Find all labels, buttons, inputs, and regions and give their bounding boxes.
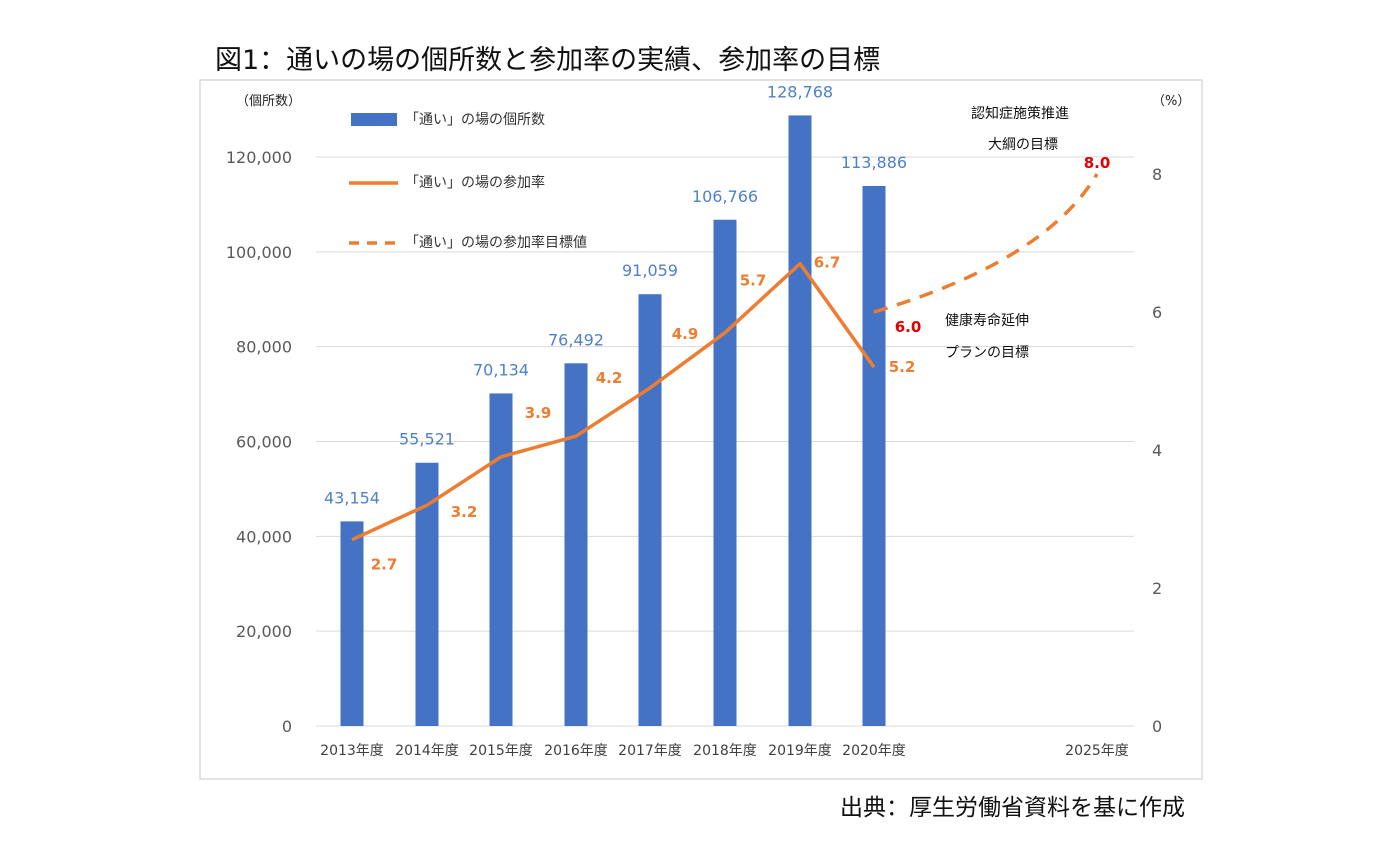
annotation-2020-line2: プランの目標 — [945, 345, 1029, 361]
target-series: 6.0 8.0 — [873, 154, 1111, 336]
bar — [564, 363, 588, 726]
legend-dashed-label: 「通い」の場の参加率目標値 — [405, 234, 587, 251]
participation-rate-line — [351, 261, 876, 542]
rate-value-label: 3.9 — [525, 404, 552, 422]
right-tick-label: 6 — [1152, 303, 1162, 322]
rate-value-label: 5.2 — [889, 358, 916, 376]
rate-value-label: 4.2 — [596, 369, 623, 387]
left-axis-unit: （個所数） — [236, 94, 301, 109]
annotation-2025-line1: 認知症施策推進 — [971, 105, 1069, 122]
bar — [489, 393, 513, 726]
bar-value-label: 55,521 — [399, 430, 455, 449]
category-label: 2014年度 — [395, 743, 459, 759]
left-tick-label: 120,000 — [226, 148, 292, 167]
category-label: 2013年度 — [320, 743, 384, 759]
category-label: 2020年度 — [842, 743, 906, 759]
left-tick-label: 60,000 — [236, 433, 292, 452]
bar — [415, 462, 439, 726]
bar — [340, 521, 364, 726]
bar — [862, 185, 886, 727]
bar-value-label: 43,154 — [324, 488, 380, 507]
line-series: 2.7 3.2 3.9 4.2 4.9 5.7 6.7 5.2 — [351, 254, 916, 574]
legend-line-label: 「通い」の場の参加率 — [405, 174, 545, 191]
chart-frame — [199, 79, 1203, 780]
bar — [713, 219, 737, 726]
category-label: 2019年度 — [768, 743, 832, 759]
bar-value-label: 70,134 — [473, 360, 529, 379]
category-label: 2017年度 — [618, 743, 682, 759]
rate-value-label: 5.7 — [740, 272, 767, 290]
right-axis-ticks: 0 2 4 6 8 — [1152, 165, 1162, 736]
bar-value-label: 76,492 — [548, 330, 604, 349]
legend-bar-label: 「通い」の場の個所数 — [405, 112, 545, 128]
bar-value-label: 128,768 — [767, 82, 833, 101]
category-label: 2015年度 — [469, 743, 533, 759]
right-tick-label: 8 — [1152, 165, 1162, 184]
left-tick-label: 0 — [282, 717, 292, 736]
right-tick-label: 0 — [1152, 717, 1162, 736]
rate-value-label: 2.7 — [371, 556, 398, 574]
target-value-label: 6.0 — [895, 318, 922, 336]
legend-bar-swatch — [351, 113, 397, 126]
bar-value-label: 113,886 — [841, 153, 907, 172]
bar-value-label: 106,766 — [692, 187, 758, 206]
right-axis-unit: （%） — [1152, 94, 1190, 109]
annotation-2020-line1: 健康寿命延伸 — [945, 312, 1029, 329]
annotation-2025-line2: 大綱の目標 — [988, 137, 1058, 153]
bar-value-label: 91,059 — [622, 261, 678, 280]
left-tick-label: 20,000 — [236, 622, 292, 641]
left-tick-label: 80,000 — [236, 338, 292, 357]
rate-value-label: 4.9 — [672, 325, 699, 343]
left-tick-label: 40,000 — [236, 527, 292, 546]
left-axis-ticks: 0 20,000 40,000 60,000 80,000 100,000 120,000 — [226, 148, 292, 736]
rate-value-label: 3.2 — [451, 503, 478, 521]
target-value-label: 8.0 — [1084, 154, 1111, 172]
right-tick-label: 4 — [1152, 441, 1162, 460]
chart-title: 図1：通いの場の個所数と参加率の実績、参加率の目標 — [215, 45, 881, 76]
rate-value-label: 6.7 — [814, 254, 841, 272]
bar — [638, 294, 662, 726]
legend: 「通い」の場の個所数 「通い」の場の参加率 「通い」の場の参加率目標値 — [349, 112, 587, 251]
category-label: 2018年度 — [693, 743, 757, 759]
bar — [788, 115, 812, 727]
target-rate-line — [873, 173, 1099, 314]
category-label: 2016年度 — [544, 743, 608, 759]
category-axis: 2013年度 2014年度 2015年度 2016年度 2017年度 2018年度 2019… — [320, 743, 1129, 759]
left-tick-label: 100,000 — [226, 243, 292, 262]
source-note: 出典：厚生労働省資料を基に作成 — [840, 795, 1185, 821]
category-label: 2025年度 — [1065, 743, 1129, 759]
right-tick-label: 2 — [1152, 579, 1162, 598]
